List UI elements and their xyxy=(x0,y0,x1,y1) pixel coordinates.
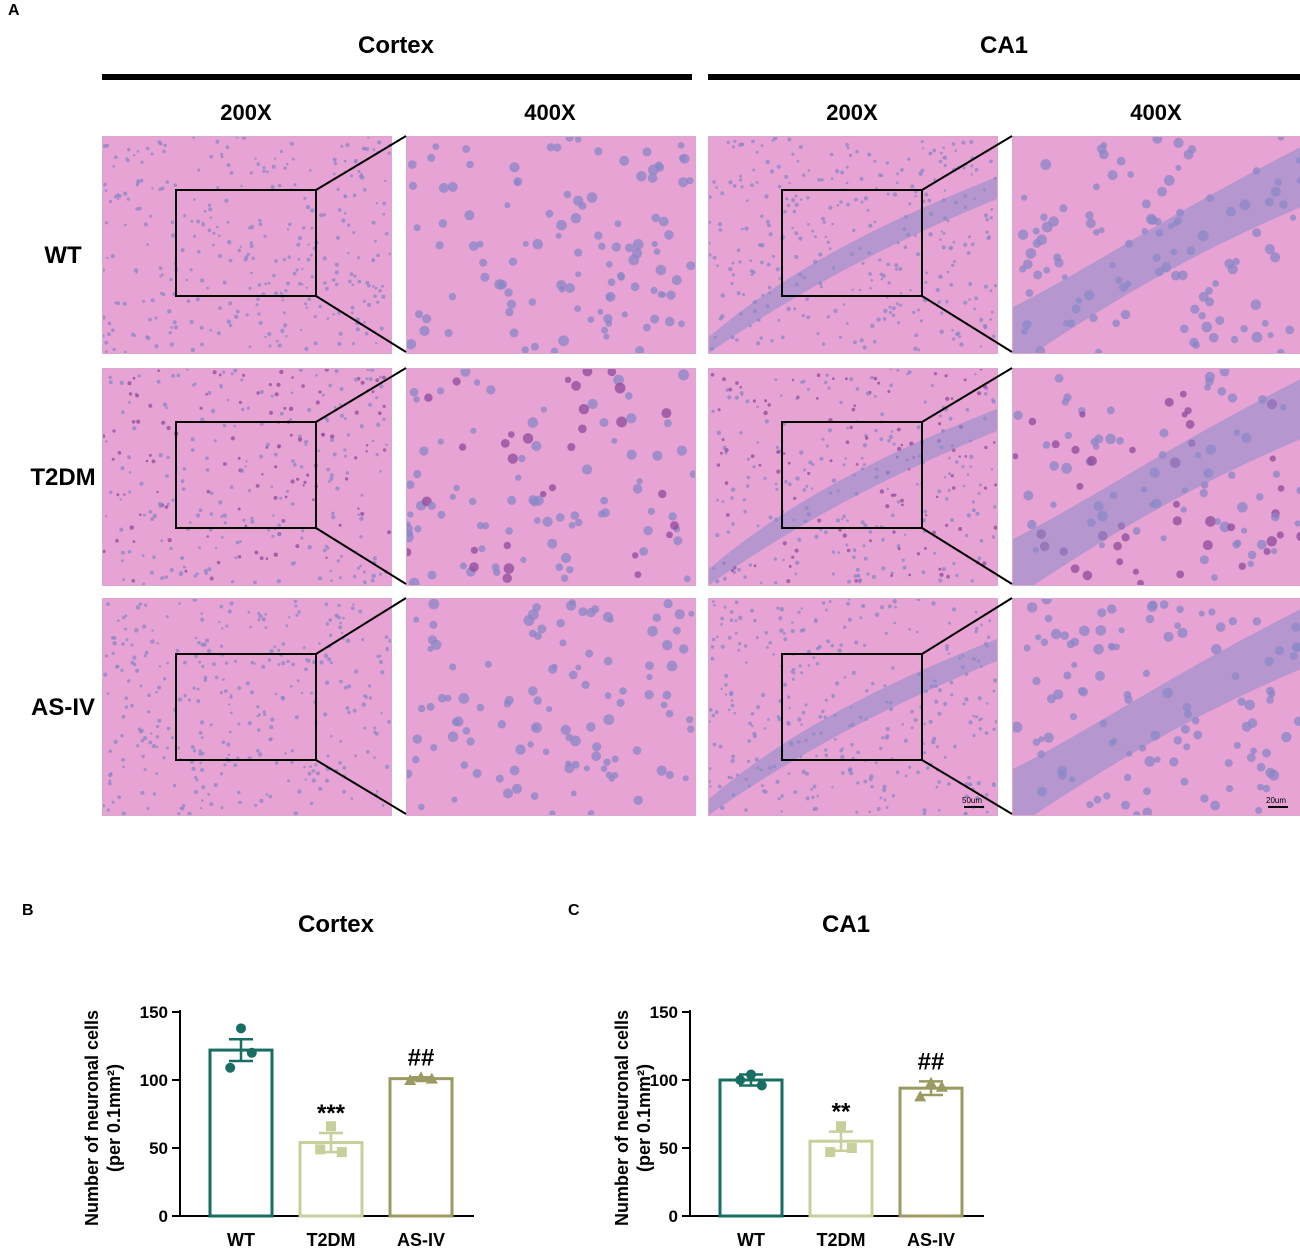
data-point xyxy=(846,1143,857,1153)
histology-image xyxy=(708,598,998,816)
zoom-connector-line xyxy=(921,597,1013,655)
data-point xyxy=(756,1080,767,1091)
data-point xyxy=(315,1144,326,1155)
data-point xyxy=(404,1074,417,1085)
histology-image xyxy=(1012,368,1300,586)
y-axis-label: Number of neuronal cells xyxy=(82,1010,102,1226)
x-tick-label: T2DM xyxy=(817,1230,866,1250)
histology-image xyxy=(102,136,392,354)
y-axis-label: (per 0.1mm²) xyxy=(634,1064,654,1172)
bar-t2dm xyxy=(808,1139,874,1218)
zoom-connector-line xyxy=(921,135,1013,191)
scale-bar xyxy=(964,806,984,808)
data-point xyxy=(225,1062,236,1073)
data-point xyxy=(246,1047,257,1058)
x-tick-label: AS-IV xyxy=(907,1230,955,1250)
zoom-connector-line xyxy=(315,759,407,815)
magnification-label: 200X xyxy=(826,100,878,125)
zoom-box xyxy=(781,421,923,529)
panel-letter-a: A xyxy=(8,2,20,19)
bar-wt xyxy=(718,1078,784,1218)
x-tick-label: AS-IV xyxy=(397,1230,445,1250)
y-tick-label: 150 xyxy=(140,1003,168,1022)
region-bar-ca1 xyxy=(708,74,1300,80)
significance-label: ** xyxy=(832,1099,851,1126)
data-point xyxy=(746,1069,756,1080)
significance-label: ## xyxy=(408,1044,435,1071)
x-tick-label: T2DM xyxy=(307,1230,356,1250)
significance-label: ## xyxy=(918,1048,945,1075)
data-point xyxy=(935,1080,948,1092)
data-point xyxy=(415,1071,427,1083)
data-point xyxy=(735,1075,746,1085)
y-tick-label: 100 xyxy=(140,1071,168,1090)
row-label-t2dm: T2DM xyxy=(30,464,96,491)
histology-image xyxy=(406,136,696,354)
magnification-label: 400X xyxy=(524,100,576,125)
zoom-connector-line xyxy=(315,527,407,585)
x-tick-label: WT xyxy=(227,1230,255,1250)
zoom-connector-line xyxy=(315,367,407,423)
x-tick-label: WT xyxy=(737,1230,765,1250)
histology-image xyxy=(708,136,998,354)
data-point xyxy=(914,1090,927,1102)
region-title-cortex: Cortex xyxy=(357,32,435,59)
histology-image xyxy=(406,598,696,816)
significance-label: *** xyxy=(317,1100,346,1127)
chart-title: CA1 xyxy=(822,911,870,938)
zoom-connector-line xyxy=(921,367,1013,423)
zoom-connector-line xyxy=(921,759,1013,815)
magnification-label: 400X xyxy=(1130,100,1182,125)
zoom-connector-line xyxy=(315,135,407,191)
histology-image xyxy=(102,598,392,816)
region-bar-cortex xyxy=(102,74,692,80)
data-point xyxy=(925,1076,937,1088)
y-tick-label: 0 xyxy=(159,1207,168,1226)
magnification-label: 200X xyxy=(220,100,272,125)
panel-letter-b: B xyxy=(22,902,34,919)
scale-bar xyxy=(1268,806,1288,808)
y-tick-label: 100 xyxy=(650,1071,678,1090)
row-label-wt: WT xyxy=(44,242,82,269)
chart-ca1: CA1 Number of neuronal cells (per 0.1mm²… xyxy=(612,911,984,1250)
zoom-box xyxy=(175,421,317,529)
bar-t2dm xyxy=(298,1141,364,1218)
zoom-connector-line xyxy=(921,527,1013,585)
histology-image xyxy=(406,368,696,586)
zoom-connector-line xyxy=(315,295,407,353)
region-title-ca1: CA1 xyxy=(979,32,1028,59)
zoom-box xyxy=(781,189,923,297)
y-tick-label: 50 xyxy=(659,1139,678,1158)
data-point xyxy=(825,1147,836,1158)
zoom-box xyxy=(175,189,317,297)
data-point xyxy=(236,1023,246,1034)
y-tick-label: 0 xyxy=(669,1207,678,1226)
histology-image xyxy=(708,368,998,586)
panel-letter-c: C xyxy=(568,902,580,919)
row-label-asiv: AS-IV xyxy=(30,694,95,721)
y-tick-label: 50 xyxy=(149,1139,168,1158)
y-axis-label: Number of neuronal cells xyxy=(612,1010,632,1226)
zoom-box xyxy=(781,653,923,761)
zoom-connector-line xyxy=(921,295,1013,353)
data-point xyxy=(336,1147,347,1158)
scale-bar-label: 50um xyxy=(962,796,983,805)
bar-wt xyxy=(208,1048,274,1218)
chart-cortex: Cortex Number of neuronal cells (per 0.1… xyxy=(82,911,474,1250)
y-tick-label: 150 xyxy=(650,1003,678,1022)
scale-bar-label: 20um xyxy=(1266,796,1287,805)
bar-as-iv xyxy=(388,1077,454,1218)
data-point xyxy=(326,1121,336,1132)
zoom-box xyxy=(175,653,317,761)
chart-title: Cortex xyxy=(298,911,375,938)
histology-image xyxy=(1012,598,1300,816)
data-point xyxy=(836,1121,846,1132)
histology-image xyxy=(102,368,392,586)
y-axis-label: (per 0.1mm²) xyxy=(104,1064,124,1172)
histology-image xyxy=(1012,136,1300,354)
bar-as-iv xyxy=(898,1086,964,1218)
zoom-connector-line xyxy=(315,597,407,655)
zoom-connectors xyxy=(175,135,1013,815)
data-point xyxy=(425,1072,438,1084)
